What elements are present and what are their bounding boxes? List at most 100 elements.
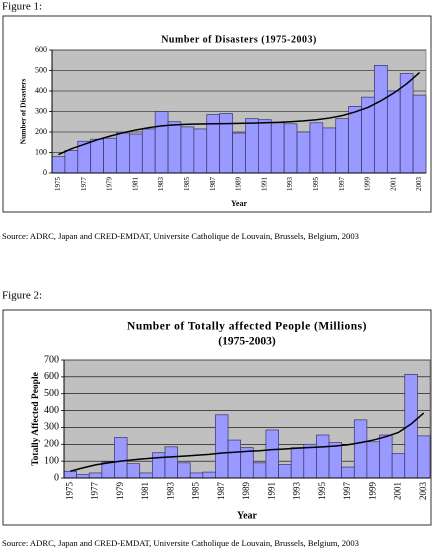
y-tick-label: 0: [54, 472, 59, 483]
bar: [348, 106, 362, 174]
bar: [265, 429, 279, 479]
bar: [296, 131, 311, 174]
bar: [126, 463, 141, 479]
bar: [366, 441, 380, 479]
x-tick-label: 1999: [367, 482, 377, 501]
bar: [151, 452, 166, 479]
y-tick-label: 400: [44, 405, 59, 416]
x-tick-label: 1991: [260, 177, 268, 192]
bar: [303, 443, 317, 479]
bar: [219, 113, 233, 174]
bar: [374, 65, 388, 174]
bar: [328, 442, 343, 479]
x-tick-label: 1983: [157, 177, 165, 192]
bar: [202, 471, 216, 479]
source: Source: ADRC, Japan and CRED-EMDAT, Univ…: [2, 231, 359, 241]
x-tick-label: 1979: [115, 482, 125, 501]
bar: [245, 118, 259, 174]
bar: [177, 462, 191, 479]
bar: [64, 150, 79, 174]
x-tick-label: 2001: [393, 482, 403, 500]
y-tick-label: 200: [35, 127, 47, 136]
x-tick-label: 1985: [183, 177, 191, 192]
x-tick-label: 1997: [338, 177, 346, 192]
x-tick-label: 1993: [286, 177, 294, 192]
y-axis-label: Totally Affected People: [31, 372, 41, 466]
x-axis-label: Year: [237, 510, 258, 521]
x-tick-label: 1989: [241, 482, 251, 501]
bar: [189, 472, 204, 479]
bar: [270, 122, 285, 174]
bar: [379, 434, 393, 479]
bar: [386, 90, 401, 174]
bar: [335, 118, 349, 174]
bar: [51, 156, 66, 174]
bar: [322, 127, 337, 174]
y-axis-label: Number of Disasters: [19, 79, 28, 145]
x-tick-label: 1981: [131, 177, 139, 192]
bar: [316, 434, 330, 479]
x-tick-label: 2003: [418, 482, 428, 501]
bar: [215, 414, 229, 479]
source: Source: ADRC, Japan and CRED-EMDAT, Univ…: [2, 538, 359, 548]
bar: [103, 137, 117, 174]
x-tick-label: 1975: [54, 177, 62, 192]
bar: [232, 132, 246, 174]
figure-label: Figure 1:: [2, 1, 42, 13]
bar: [114, 437, 128, 479]
bar: [154, 111, 169, 174]
bar: [164, 446, 178, 479]
bar: [88, 472, 103, 479]
bar: [353, 419, 368, 479]
x-tick-label: 2003: [415, 177, 423, 192]
y-tick-label: 300: [35, 106, 47, 115]
bar: [412, 94, 427, 174]
x-tick-label: 1979: [106, 177, 114, 192]
bar: [139, 472, 153, 479]
x-tick-label: 1995: [312, 177, 320, 192]
y-tick-label: 600: [44, 371, 59, 382]
x-tick-label: 1977: [90, 482, 100, 501]
x-tick-label: 2001: [389, 177, 397, 192]
chart-title: Number of Disasters (1975-2003): [161, 34, 317, 45]
y-tick-label: 500: [35, 65, 47, 74]
bar: [63, 470, 77, 479]
y-tick-label: 600: [35, 45, 47, 54]
bar: [341, 466, 355, 479]
x-tick-label: 1989: [235, 177, 243, 192]
bar: [76, 474, 90, 479]
x-tick-label: 1997: [342, 482, 352, 501]
y-tick-label: 400: [35, 86, 47, 95]
bar: [309, 122, 324, 174]
y-tick-label: 100: [35, 147, 47, 156]
bar: [283, 123, 298, 174]
x-tick-label: 1987: [209, 177, 217, 192]
y-tick-label: 100: [44, 455, 59, 466]
x-tick-label: 1977: [80, 177, 88, 192]
x-tick-label: 1987: [216, 482, 226, 501]
y-tick-label: 500: [44, 388, 59, 399]
bar: [290, 447, 305, 479]
x-tick-label: 1999: [364, 177, 372, 192]
x-tick-label: 1995: [317, 482, 327, 501]
y-tick-label: 300: [44, 422, 59, 433]
chart-subtitle: (1975-2003): [218, 336, 276, 348]
x-tick-label: 1983: [165, 482, 175, 501]
x-tick-label: 1981: [140, 482, 150, 500]
bar: [227, 439, 242, 479]
bar: [141, 128, 156, 174]
bar: [399, 73, 414, 174]
y-tick-label: 200: [44, 439, 59, 450]
bar: [252, 462, 267, 479]
chart-title: Number of Totally affected People (Milli…: [127, 321, 367, 333]
bar: [180, 126, 195, 174]
trend-line: [70, 412, 425, 472]
bar: [101, 461, 115, 479]
bar: [391, 453, 406, 479]
x-tick-label: 1991: [266, 482, 276, 500]
x-tick-label: 1993: [292, 482, 302, 501]
x-axis-label: Year: [231, 199, 247, 208]
bar: [193, 128, 208, 174]
bar: [116, 132, 130, 174]
